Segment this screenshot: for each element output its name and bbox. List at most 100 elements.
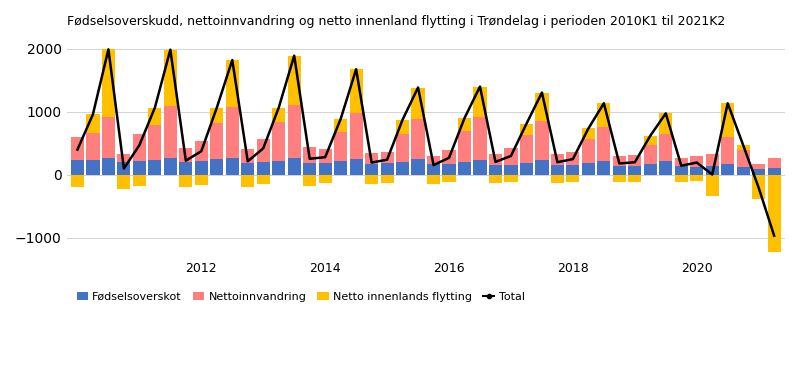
Bar [690, 156, 703, 167]
Bar [767, 175, 781, 253]
Bar [535, 93, 549, 121]
Bar [334, 132, 347, 161]
Bar [721, 103, 734, 137]
Bar [381, 152, 394, 164]
Bar [613, 175, 626, 182]
Bar [396, 162, 409, 175]
Bar [628, 166, 642, 175]
Bar [644, 145, 657, 164]
Bar [551, 154, 564, 165]
Bar [690, 167, 703, 175]
Bar [365, 153, 378, 164]
Bar [458, 131, 471, 162]
Bar [71, 160, 84, 175]
Bar [257, 162, 270, 175]
Bar [752, 175, 766, 199]
Bar [350, 113, 362, 159]
Bar [318, 175, 332, 183]
Bar [474, 160, 486, 175]
Bar [582, 139, 595, 163]
Bar [257, 139, 270, 162]
Bar [427, 164, 440, 175]
Bar [365, 175, 378, 184]
Bar [674, 175, 688, 182]
Bar [179, 175, 193, 187]
Bar [210, 123, 223, 160]
Bar [566, 165, 579, 175]
Bar [381, 175, 394, 183]
Bar [644, 136, 657, 145]
Bar [582, 163, 595, 175]
Bar [551, 175, 564, 183]
Bar [241, 149, 254, 163]
Bar [194, 161, 208, 175]
Bar [442, 150, 456, 164]
Bar [303, 163, 316, 175]
Bar [474, 117, 486, 160]
Bar [737, 150, 750, 167]
Bar [411, 160, 425, 175]
Bar [489, 165, 502, 175]
Bar [644, 164, 657, 175]
Bar [504, 165, 518, 175]
Bar [598, 127, 610, 161]
Bar [118, 162, 130, 175]
Bar [504, 148, 518, 165]
Bar [474, 86, 486, 117]
Bar [582, 128, 595, 139]
Bar [334, 161, 347, 175]
Bar [288, 158, 301, 175]
Bar [86, 160, 99, 175]
Bar [628, 155, 642, 166]
Bar [194, 141, 208, 161]
Bar [613, 156, 626, 166]
Bar [350, 159, 362, 175]
Bar [288, 105, 301, 158]
Bar [210, 108, 223, 123]
Bar [535, 160, 549, 175]
Bar [164, 50, 177, 107]
Bar [148, 160, 162, 175]
Bar [442, 164, 456, 175]
Bar [489, 175, 502, 183]
Bar [226, 158, 239, 175]
Bar [102, 49, 115, 117]
Bar [272, 122, 286, 161]
Bar [659, 113, 672, 134]
Bar [737, 145, 750, 150]
Bar [334, 119, 347, 132]
Bar [133, 175, 146, 186]
Bar [706, 166, 719, 175]
Bar [706, 154, 719, 166]
Bar [365, 164, 378, 175]
Bar [86, 114, 99, 132]
Bar [102, 117, 115, 158]
Bar [102, 158, 115, 175]
Bar [396, 120, 409, 134]
Bar [194, 175, 208, 185]
Bar [427, 156, 440, 164]
Bar [551, 165, 564, 175]
Bar [118, 154, 130, 162]
Bar [520, 163, 533, 175]
Bar [257, 175, 270, 184]
Bar [272, 108, 286, 122]
Bar [690, 175, 703, 181]
Bar [674, 158, 688, 166]
Bar [241, 163, 254, 175]
Bar [86, 132, 99, 160]
Bar [272, 161, 286, 175]
Bar [148, 108, 162, 125]
Bar [226, 60, 239, 107]
Bar [628, 175, 642, 182]
Legend: Fødselsoverskot, Nettoinnvandring, Netto innenlands flytting, Total: Fødselsoverskot, Nettoinnvandring, Netto… [72, 288, 529, 306]
Bar [303, 147, 316, 163]
Bar [71, 175, 84, 187]
Bar [659, 134, 672, 161]
Bar [210, 160, 223, 175]
Bar [411, 119, 425, 160]
Bar [721, 164, 734, 175]
Bar [674, 166, 688, 175]
Bar [489, 154, 502, 165]
Bar [118, 175, 130, 189]
